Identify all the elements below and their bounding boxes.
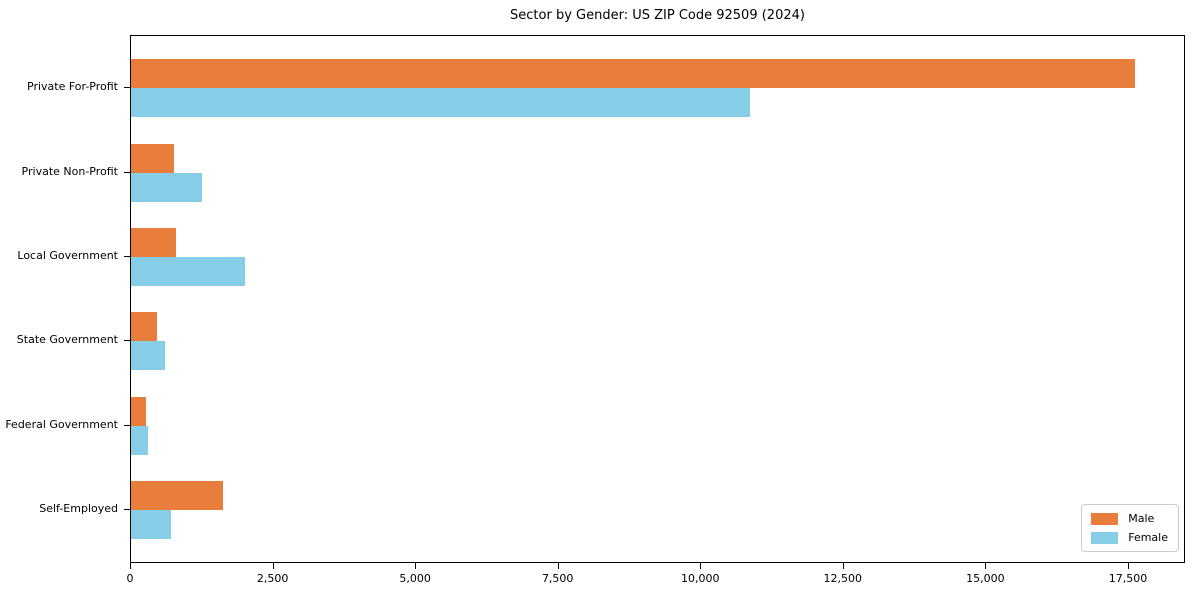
bar-male-4 (131, 396, 147, 426)
y-tick-label-5: Self-Employed (39, 502, 118, 516)
legend-swatch-male (1091, 512, 1119, 525)
bar-male-2 (131, 228, 176, 257)
bar-male-0 (131, 59, 1135, 89)
bar-female-2 (131, 257, 245, 286)
x-tick-mark-4 (700, 563, 702, 569)
legend-label-female: Female (1128, 531, 1168, 544)
legend-item-male: Male (1091, 512, 1168, 525)
y-tick-label-1: Private Non-Profit (21, 164, 118, 178)
x-tick-mark-1 (272, 563, 274, 569)
bar-female-0 (131, 88, 750, 118)
x-tick-label-5: 12,500 (823, 572, 863, 585)
y-tick-mark-2 (124, 256, 130, 257)
x-tick-mark-2 (415, 563, 417, 569)
plot-area: Male Female (130, 35, 1185, 563)
bar-male-3 (131, 312, 157, 342)
bar-female-5 (131, 510, 171, 540)
x-tick-mark-7 (1128, 563, 1129, 569)
legend-swatch-female (1091, 531, 1119, 544)
bar-female-4 (131, 425, 148, 455)
bar-male-1 (131, 143, 175, 173)
y-tick-mark-1 (124, 171, 130, 173)
y-tick-mark-3 (124, 340, 130, 342)
x-tick-mark-5 (842, 563, 844, 569)
x-tick-mark-3 (557, 563, 559, 569)
x-tick-label-1: 2,500 (256, 572, 289, 585)
x-tick-label-4: 10,000 (681, 572, 720, 585)
y-tick-mark-0 (124, 87, 130, 89)
y-tick-label-0: Private For-Profit (27, 80, 118, 94)
legend-item-female: Female (1091, 531, 1168, 544)
x-tick-label-6: 15,000 (966, 572, 1005, 585)
y-tick-mark-5 (124, 509, 130, 511)
bar-female-3 (131, 341, 166, 371)
chart-title: Sector by Gender: US ZIP Code 92509 (202… (510, 8, 805, 23)
x-tick-label-3: 7,500 (541, 572, 574, 585)
y-tick-label-2: Local Government (17, 249, 118, 262)
y-tick-label-4: Federal Government (5, 417, 118, 431)
y-tick-label-3: State Government (16, 333, 118, 347)
x-tick-label-2: 5,000 (399, 572, 431, 585)
bar-female-1 (131, 172, 203, 202)
y-tick-mark-4 (124, 424, 130, 426)
x-tick-label-0: 0 (126, 572, 134, 585)
legend: Male Female (1081, 504, 1179, 552)
bar-male-5 (131, 481, 224, 511)
legend-label-male: Male (1128, 512, 1155, 525)
x-tick-mark-0 (130, 563, 131, 569)
x-tick-mark-6 (985, 563, 987, 569)
x-tick-label-7: 17,500 (1108, 572, 1148, 585)
